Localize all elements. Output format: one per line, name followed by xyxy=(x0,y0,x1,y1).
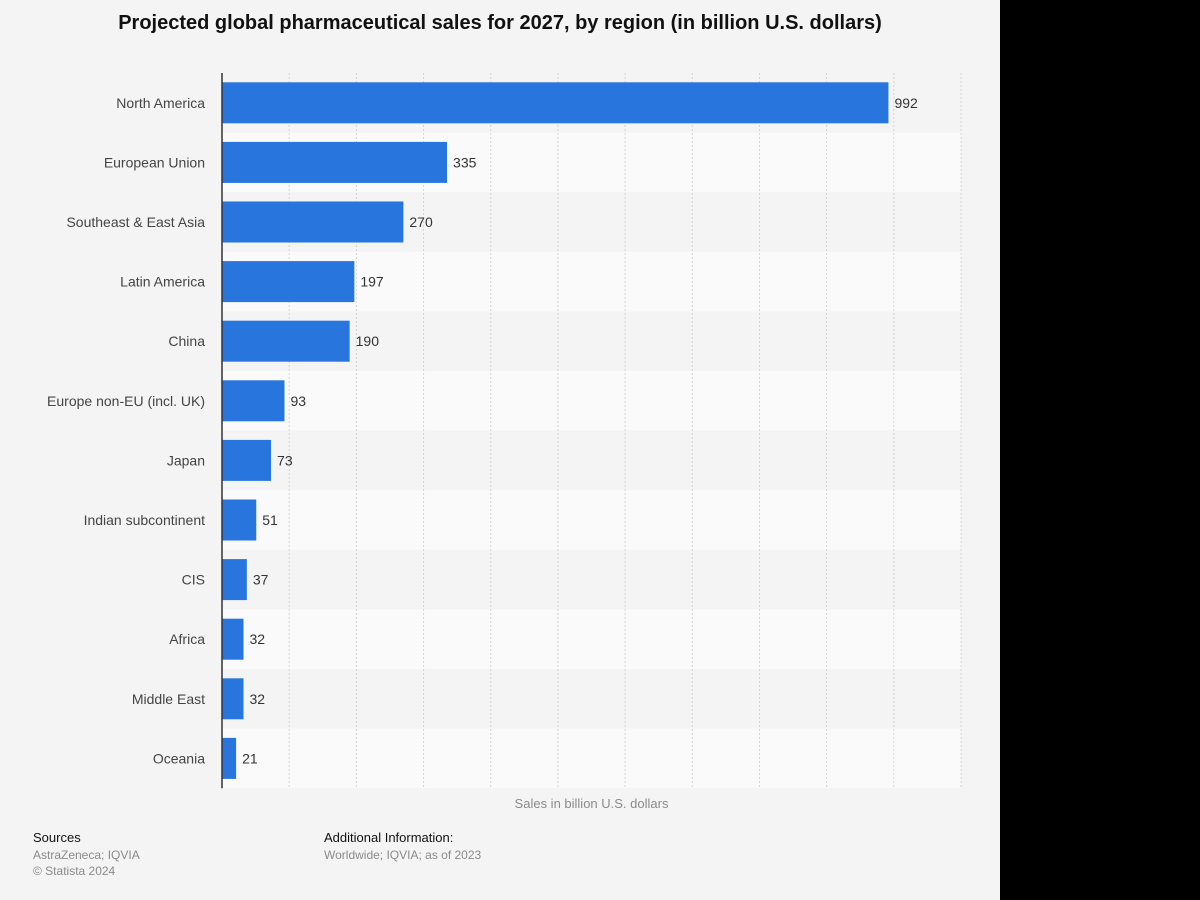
bar[interactable] xyxy=(222,141,448,183)
sources-line-1: AstraZeneca; IQVIA xyxy=(33,848,140,862)
bars xyxy=(222,82,889,779)
bar[interactable] xyxy=(222,201,404,243)
category-label: European Union xyxy=(104,154,205,170)
row-band xyxy=(222,728,961,789)
row-band xyxy=(222,490,961,550)
category-label: CIS xyxy=(182,572,205,588)
category-label: Europe non-EU (incl. UK) xyxy=(47,393,205,409)
value-label: 93 xyxy=(290,393,306,409)
category-label: North America xyxy=(116,95,205,111)
bar[interactable] xyxy=(222,320,350,362)
bar[interactable] xyxy=(222,82,889,124)
value-labels: 992 335 270 197 190 93 73 51 37 32 32 21 xyxy=(242,95,918,767)
value-label: 270 xyxy=(409,214,433,230)
value-label: 73 xyxy=(277,452,293,468)
additional-info-heading: Additional Information: xyxy=(324,830,454,845)
chart-title: Projected global pharmaceutical sales fo… xyxy=(118,12,882,34)
bar[interactable] xyxy=(222,261,355,303)
value-label: 992 xyxy=(894,95,918,111)
bar-chart: North America European Union Southeast & E… xyxy=(47,73,962,811)
category-label: China xyxy=(168,333,205,349)
chart-panel: Projected global pharmaceutical sales fo… xyxy=(0,0,1000,900)
value-label: 32 xyxy=(249,631,265,647)
bar[interactable] xyxy=(222,559,247,601)
category-label: Oceania xyxy=(153,750,205,766)
row-band xyxy=(222,371,961,431)
value-label: 21 xyxy=(242,750,258,766)
row-band xyxy=(222,549,961,610)
bar[interactable] xyxy=(222,678,244,720)
bar[interactable] xyxy=(222,618,244,660)
category-label: Latin America xyxy=(120,274,205,290)
bar[interactable] xyxy=(222,737,237,779)
bar[interactable] xyxy=(222,439,272,481)
x-axis-label: Sales in billion U.S. dollars xyxy=(515,796,669,811)
category-label: Africa xyxy=(169,631,205,647)
value-label: 190 xyxy=(356,333,380,349)
value-label: 37 xyxy=(253,572,269,588)
category-label: Southeast & East Asia xyxy=(66,214,205,230)
value-label: 335 xyxy=(453,154,477,170)
row-band xyxy=(222,430,961,491)
sources-heading: Sources xyxy=(33,830,81,845)
category-label: Middle East xyxy=(132,691,205,707)
category-label: Indian subcontinent xyxy=(84,512,206,528)
value-label: 32 xyxy=(249,691,265,707)
category-label: Japan xyxy=(167,452,205,468)
row-band xyxy=(222,609,961,669)
gridlines xyxy=(288,73,962,789)
additional-info-text: Worldwide; IQVIA; as of 2023 xyxy=(324,848,482,862)
value-label: 51 xyxy=(262,512,278,528)
sources-line-2: © Statista 2024 xyxy=(33,864,116,878)
row-band xyxy=(222,669,961,729)
value-label: 197 xyxy=(360,274,384,290)
bar[interactable] xyxy=(222,499,257,541)
bar[interactable] xyxy=(222,380,285,422)
category-labels: North America European Union Southeast & E… xyxy=(47,95,205,767)
